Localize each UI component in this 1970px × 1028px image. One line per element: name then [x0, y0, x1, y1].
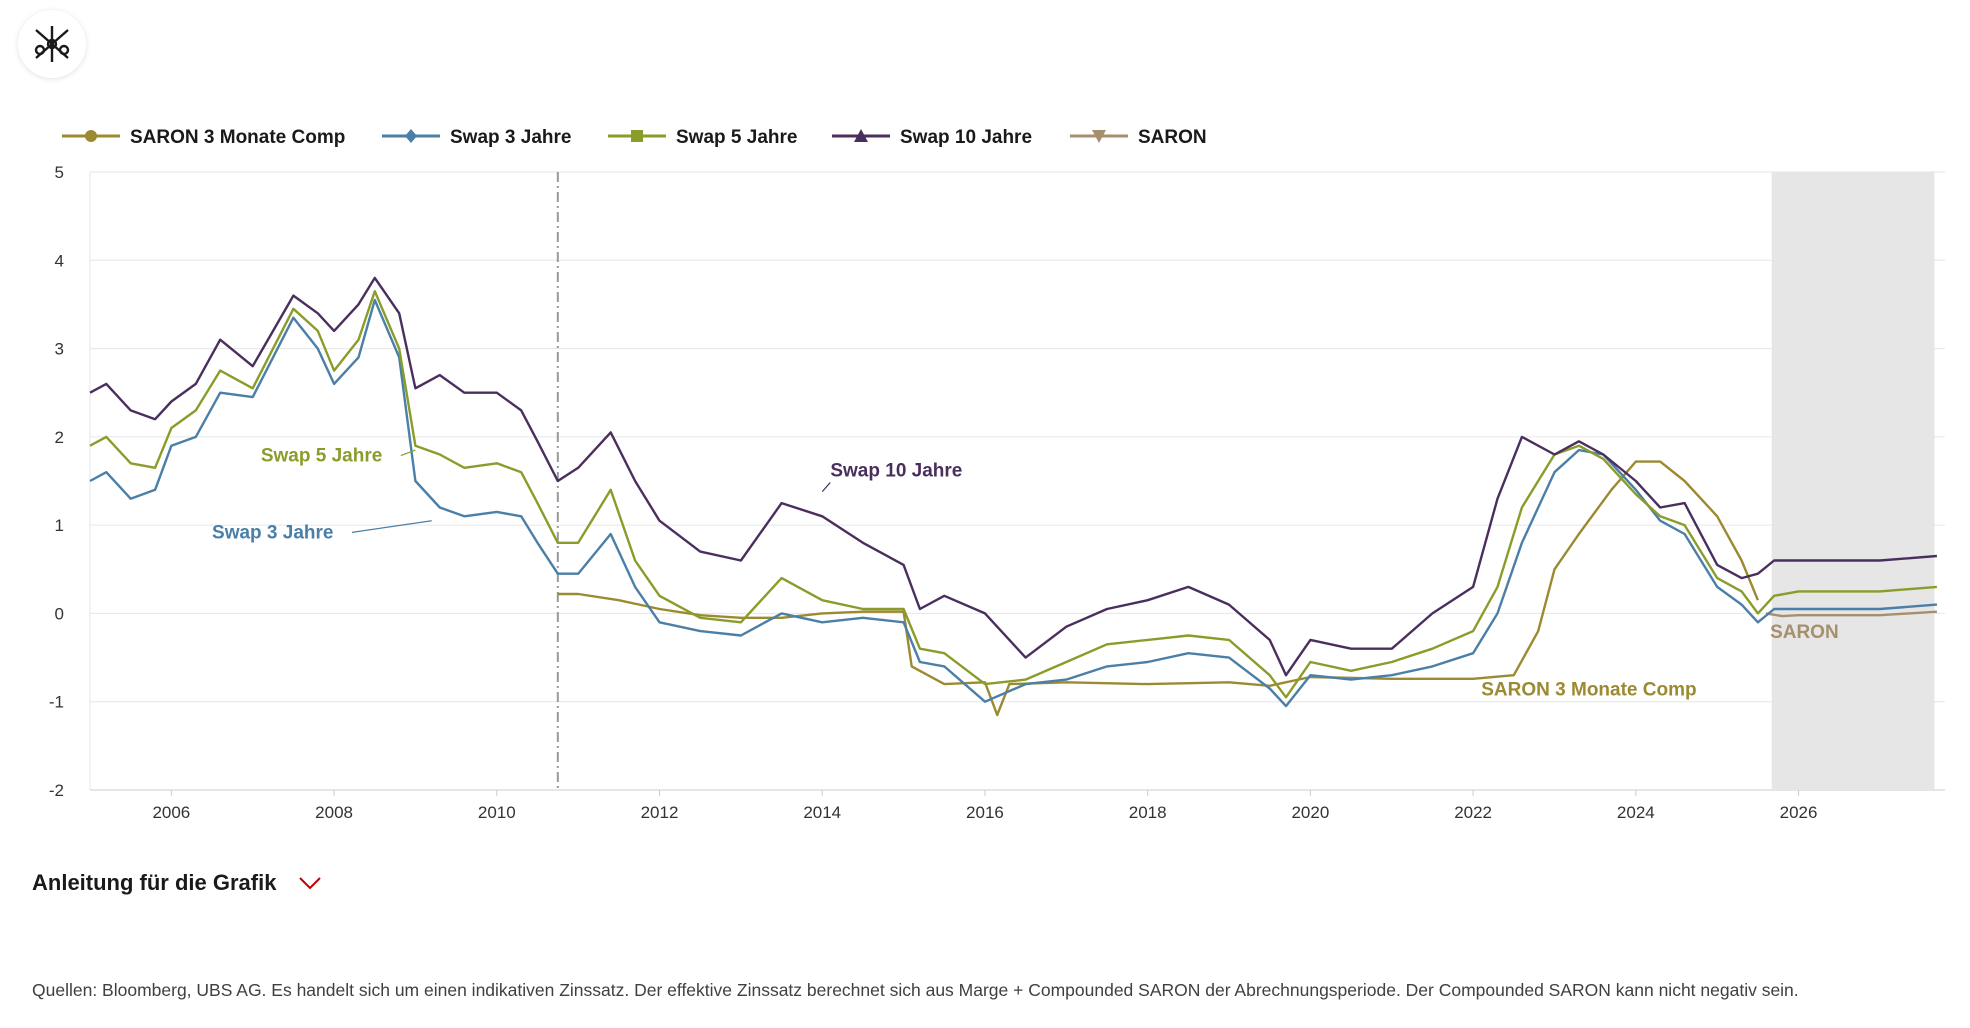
- series-line-saron-3-monate-comp: [557, 460, 1760, 717]
- series-line-saron: [1765, 610, 1937, 618]
- chart-instructions-label: Anleitung für die Grafik: [32, 870, 277, 895]
- x-tick-label: 2006: [152, 803, 190, 822]
- x-tick-label: 2020: [1291, 803, 1329, 822]
- chart-instructions-toggle[interactable]: Anleitung für die Grafik: [32, 870, 322, 896]
- x-tick-label: 2010: [478, 803, 516, 822]
- forecast-band: [1771, 172, 1935, 790]
- legend-label: SARON: [1138, 127, 1207, 148]
- legend-marker: [405, 129, 417, 143]
- x-tick-label: 2018: [1129, 803, 1167, 822]
- sources-note: Quellen: Bloomberg, UBS AG. Es handelt s…: [32, 980, 1799, 1000]
- y-tick-label: 2: [55, 428, 64, 447]
- x-tick-label: 2012: [641, 803, 679, 822]
- y-tick-label: -2: [49, 781, 64, 800]
- series-line-swap-3-jahre: [89, 298, 1937, 708]
- series-annotations: Swap 5 Jahre Swap 3 Jahre Swap 10 Jahre SAR…: [212, 446, 1839, 701]
- x-tick-label: 2026: [1780, 803, 1818, 822]
- chevron-down-icon: [299, 877, 322, 890]
- chart-legend: SARON 3 Monate Comp Swap 3 Jahre Swap 5 Ja…: [62, 127, 1207, 148]
- legend-item: Swap 10 Jahre: [832, 127, 1032, 148]
- y-tick-label: 5: [55, 163, 64, 182]
- y-tick-label: 1: [55, 516, 64, 535]
- legend-label: Swap 5 Jahre: [676, 127, 797, 148]
- legend-item: Swap 3 Jahre: [382, 127, 571, 148]
- series-line-swap-5-jahre: [89, 290, 1937, 699]
- legend-marker: [1092, 130, 1106, 143]
- legend-label: Swap 10 Jahre: [900, 127, 1032, 148]
- y-tick-label: 0: [55, 604, 64, 623]
- annotation-swap-5-jahre: Swap 5 Jahre: [261, 446, 382, 467]
- axis-ticks: 5 4 3 2 1 0 -1 -2 2006 2008 2010 2012 2014 2016 2018 20…: [49, 163, 1818, 822]
- y-tick-label: -1: [49, 693, 64, 712]
- annotation-leader: [821, 482, 831, 492]
- legend-item: SARON: [1070, 127, 1207, 148]
- x-tick-label: 2008: [315, 803, 353, 822]
- legend-label: SARON 3 Monate Comp: [130, 127, 345, 148]
- annotation-leader: [351, 520, 432, 533]
- annotation-saron: SARON: [1770, 622, 1839, 643]
- x-tick-label: 2014: [803, 803, 841, 822]
- x-tick-label: 2024: [1617, 803, 1655, 822]
- legend-marker: [631, 130, 643, 142]
- annotation-swap-3-jahre: Swap 3 Jahre: [212, 522, 333, 543]
- ubs-keys-icon: [34, 26, 70, 62]
- annotation-saron-3-monate-comp: SARON 3 Monate Comp: [1481, 680, 1696, 701]
- logo: [18, 10, 86, 78]
- legend-label: Swap 3 Jahre: [450, 127, 571, 148]
- annotation-leader: [400, 449, 416, 457]
- annotation-swap-10-jahre: Swap 10 Jahre: [830, 461, 962, 482]
- legend-item: SARON 3 Monate Comp: [62, 127, 345, 148]
- y-tick-label: 4: [55, 251, 64, 270]
- x-tick-label: 2016: [966, 803, 1004, 822]
- legend-item: Swap 5 Jahre: [608, 127, 797, 148]
- forecast-region: [556, 172, 1935, 790]
- legend-marker: [85, 130, 97, 142]
- y-tick-label: 3: [55, 340, 64, 359]
- legend-marker: [854, 129, 868, 142]
- line-chart: SARON 3 Monate Comp Swap 3 Jahre Swap 5 Ja…: [49, 127, 1945, 822]
- x-tick-label: 2022: [1454, 803, 1492, 822]
- series-line-swap-10-jahre: [89, 276, 1937, 677]
- series-lines: [89, 276, 1937, 717]
